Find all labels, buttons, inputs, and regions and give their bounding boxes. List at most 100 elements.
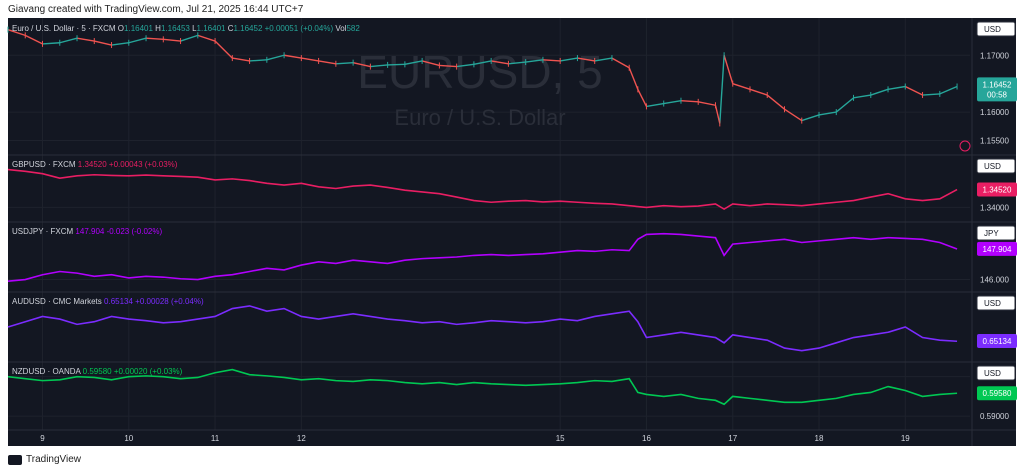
usdjpy-series-line [7,232,958,282]
eurusd-segment [491,60,509,65]
last-price-badge [977,241,1017,256]
eurusd-segment [835,97,854,113]
eurusd-segment [525,59,544,63]
currency-button[interactable] [976,225,1016,241]
last-price-label: 147.904 [983,245,1012,254]
eurusd-segment [197,34,216,42]
eurusd-segment [214,40,233,59]
x-tick-label: 18 [815,434,824,443]
eurusd-segment [232,57,250,62]
y-tick-label: 1.34000 [980,203,1009,212]
eurusd-segment [853,94,871,99]
eurusd-segment [128,37,147,44]
currency-button[interactable] [976,21,1016,37]
x-tick-label: 10 [124,434,133,443]
x-tick-label: 17 [728,434,737,443]
eurusd-segment [560,57,578,62]
eurusd-segment [404,60,423,66]
last-price-label: 1.16452 [983,80,1012,89]
eurusd-segment [611,57,630,69]
eurusd-segment [7,29,26,37]
eurusd-segment [714,105,721,124]
x-tick-label: 9 [40,434,45,443]
series-legend: NZDUSD · OANDA 0.59580 +0.00020 (+0.03%) [12,367,183,376]
eurusd-segment [749,88,768,96]
gbpusd-series-line [7,168,958,211]
eurusd-segment [352,61,371,68]
eurusd-segment [542,59,561,62]
eurusd-segment [42,42,60,45]
eurusd-segment [594,57,613,62]
last-price-badge [977,77,1017,102]
bar-countdown: 00:58 [987,90,1008,99]
creator-line: Giavang created with TradingView.com, Ju… [8,4,304,15]
series-legend: GBPUSD · FXCM 1.34520 +0.00043 (+0.03%) [12,160,178,169]
eurusd-segment [801,114,820,122]
audusd-series-line [7,305,958,352]
eurusd-segment [818,111,837,116]
currency-button[interactable] [976,295,1016,311]
currency-button[interactable] [976,365,1016,381]
currency-label[interactable]: USD [984,369,1001,378]
eurusd-segment [698,101,716,106]
eurusd-segment [939,85,958,95]
eurusd-segment [439,64,457,68]
currency-label[interactable]: USD [984,162,1001,171]
eurusd-segment [370,64,388,68]
watermark-title: EURUSD, 5 [357,46,602,98]
eurusd-segment [887,85,906,91]
eurusd-segment [663,100,682,105]
eurusd-segment [111,42,129,46]
y-tick-label: 1.15500 [980,136,1009,145]
eurusd-segment [637,89,648,107]
x-tick-label: 12 [297,434,306,443]
x-tick-label: 19 [901,434,910,443]
eurusd-segment [723,55,734,84]
y-tick-label: 1.17000 [980,51,1009,60]
eurusd-segment [387,63,405,66]
eurusd-segment [180,34,199,42]
alert-lightning-icon[interactable] [959,140,971,152]
x-tick-label: 16 [642,434,651,443]
eurusd-segment [421,60,440,67]
eurusd-segment [784,108,803,122]
series-legend: Euro / U.S. Dollar · 5 · FXCM O1.16401 H… [12,24,360,33]
last-price-label: 0.59580 [983,389,1012,398]
eurusd-segment [922,93,940,96]
eurusd-segment [145,37,164,41]
eurusd-segment [870,88,889,96]
eurusd-segment [335,61,354,65]
eurusd-segment [508,61,526,65]
eurusd-segment [301,57,319,62]
eurusd-segment [283,54,302,59]
eurusd-segment [163,38,181,42]
currency-label[interactable]: USD [984,25,1001,34]
y-tick-label: 146.000 [980,276,1009,285]
eurusd-segment [473,60,492,66]
x-tick-label: 11 [211,434,220,443]
eurusd-segment [266,54,285,61]
last-price-badge [977,182,1017,197]
series-legend: AUDUSD · CMC Markets 0.65134 +0.00028 (+… [12,297,204,306]
eurusd-segment [456,63,474,68]
tradingview-brand: TradingView [26,454,82,465]
watermark-subtitle: Euro / U.S. Dollar [394,105,565,130]
last-price-badge [977,334,1017,349]
eurusd-segment [94,40,112,46]
currency-button[interactable] [976,158,1016,174]
eurusd-segment [904,85,923,96]
eurusd-segment [318,60,336,65]
last-price-label: 1.34520 [983,186,1012,195]
eurusd-segment [719,55,725,124]
eurusd-segment [249,59,267,62]
chart-background [8,18,1016,446]
series-legend: USDJPY · FXCM 147.904 -0.023 (-0.02%) [12,227,162,236]
eurusd-segment [766,94,785,110]
currency-label[interactable]: USD [984,299,1001,308]
last-price-badge [977,386,1017,401]
tradingview-icon [8,454,22,465]
eurusd-segment [59,37,78,44]
currency-label[interactable]: JPY [984,229,999,238]
eurusd-segment [577,57,595,62]
